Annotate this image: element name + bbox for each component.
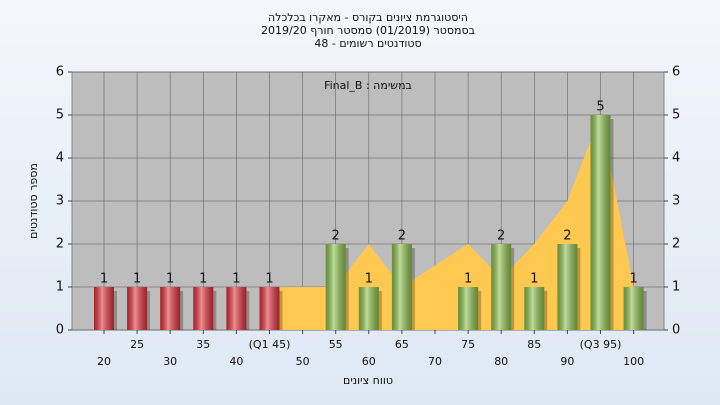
data-label: 1 [629,272,637,287]
x-tick-label: 100 [623,355,644,368]
y2-tick-label: 5 [672,108,680,123]
data-label: 2 [398,229,406,244]
x-tick-label: 60 [362,355,376,368]
y-tick-label: 0 [56,323,64,338]
data-label: 1 [530,272,538,287]
annotation: Final_B : במשימה [324,79,412,92]
x-tick-label: 75 [461,338,475,351]
x-tick-label: 50 [296,355,310,368]
data-label: 1 [100,272,108,287]
x-tick-label: 85 [527,338,541,351]
y2-tick-label: 2 [672,237,680,252]
y-tick-label: 3 [56,194,64,209]
data-label: 1 [199,272,207,287]
x-tick-label: 80 [494,355,508,368]
y-tick-label: 4 [56,151,64,166]
x-tick-label: 65 [395,338,409,351]
y-tick-label: 2 [56,237,64,252]
title-line: סטודנטים רשומים - 48 [314,37,421,50]
x-tick-label: 55 [329,338,343,351]
data-label: 1 [166,272,174,287]
y2-tick-label: 6 [672,65,680,80]
bar-shade [259,287,280,330]
data-label: 1 [464,272,472,287]
title-line: בסמסטר (01/2019) סמסטר חורף 2019/20 [261,24,475,37]
bar-shade [325,244,346,330]
x-tick-label: (Q1 45) [249,338,291,351]
x-tick-label: 90 [560,355,574,368]
y-tick-label: 6 [56,65,64,80]
data-label: 1 [133,272,141,287]
y-tick-label: 1 [56,280,64,295]
y2-tick-label: 1 [672,280,680,295]
x-tick-label: 20 [97,355,111,368]
bar-shade [94,287,114,330]
data-label: 2 [497,229,505,244]
y2-tick-label: 0 [672,323,680,338]
x-tick-label: 30 [163,355,177,368]
bar-shade [160,287,181,330]
bar-shade [557,244,578,330]
data-label: 2 [563,229,571,244]
x-tick-label: 25 [130,338,144,351]
x-tick-label: 35 [196,338,210,351]
x-axis-label: טווח ציונים [343,374,393,387]
bar-shade [226,287,247,330]
bar-shade [193,287,214,330]
y-tick-label: 5 [56,108,64,123]
title-line: היסטוגרמת ציונים בקורס - מאקרו בכלכלה [268,11,468,24]
bar-shade [458,287,479,330]
bar-shade [623,287,644,330]
data-label: 1 [365,272,373,287]
y-axis-label: מספר סטודנטים [27,163,40,239]
x-tick-label: 70 [428,355,442,368]
bar-shade [358,287,379,330]
data-label: 2 [332,229,340,244]
data-label: 1 [232,272,240,287]
distribution-area [269,115,634,330]
bar-shade [491,244,512,330]
x-tick-label: 40 [229,355,243,368]
data-label: 1 [265,272,273,287]
bar-shade [391,244,412,330]
y2-tick-label: 3 [672,194,680,209]
x-tick-label: (Q3 95) [580,338,622,351]
bar-shade [524,287,545,330]
y2-tick-label: 4 [672,151,680,166]
data-label: 5 [596,100,604,115]
bar-shade [590,115,611,330]
bar-shade [127,287,148,330]
